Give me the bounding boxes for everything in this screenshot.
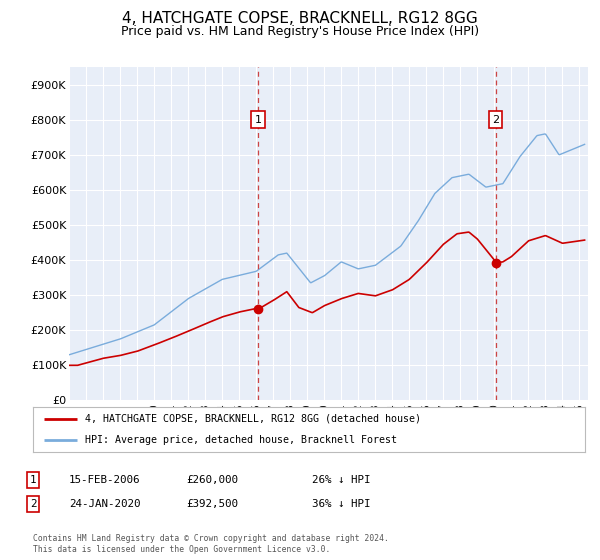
Text: HPI: Average price, detached house, Bracknell Forest: HPI: Average price, detached house, Brac… [85, 435, 397, 445]
Text: 36% ↓ HPI: 36% ↓ HPI [312, 499, 371, 509]
Text: 15-FEB-2006: 15-FEB-2006 [69, 475, 140, 485]
Text: 26% ↓ HPI: 26% ↓ HPI [312, 475, 371, 485]
Text: 2: 2 [30, 499, 36, 509]
Text: £392,500: £392,500 [186, 499, 238, 509]
Text: 24-JAN-2020: 24-JAN-2020 [69, 499, 140, 509]
Text: £260,000: £260,000 [186, 475, 238, 485]
Text: 1: 1 [255, 115, 262, 125]
Text: Contains HM Land Registry data © Crown copyright and database right 2024.
This d: Contains HM Land Registry data © Crown c… [33, 534, 389, 554]
Text: 4, HATCHGATE COPSE, BRACKNELL, RG12 8GG: 4, HATCHGATE COPSE, BRACKNELL, RG12 8GG [122, 11, 478, 26]
Text: 2: 2 [492, 115, 499, 125]
Text: 1: 1 [30, 475, 36, 485]
Text: Price paid vs. HM Land Registry's House Price Index (HPI): Price paid vs. HM Land Registry's House … [121, 25, 479, 38]
Text: 4, HATCHGATE COPSE, BRACKNELL, RG12 8GG (detached house): 4, HATCHGATE COPSE, BRACKNELL, RG12 8GG … [85, 414, 421, 424]
